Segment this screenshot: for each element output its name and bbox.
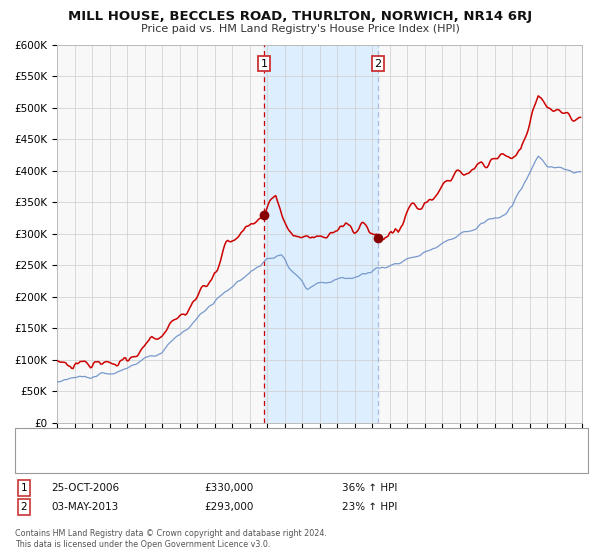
Text: HPI: Average price, detached house, South Norfolk: HPI: Average price, detached house, Sout… (60, 456, 307, 466)
Text: Price paid vs. HM Land Registry's House Price Index (HPI): Price paid vs. HM Land Registry's House … (140, 24, 460, 34)
Text: This data is licensed under the Open Government Licence v3.0.: This data is licensed under the Open Gov… (15, 540, 271, 549)
Text: 25-OCT-2006: 25-OCT-2006 (51, 483, 119, 493)
Text: 36% ↑ HPI: 36% ↑ HPI (342, 483, 397, 493)
Text: MILL HOUSE, BECCLES ROAD, THURLTON, NORWICH, NR14 6RJ: MILL HOUSE, BECCLES ROAD, THURLTON, NORW… (68, 10, 532, 23)
Text: MILL HOUSE, BECCLES ROAD, THURLTON, NORWICH, NR14 6RJ (detached house): MILL HOUSE, BECCLES ROAD, THURLTON, NORW… (60, 437, 456, 447)
Text: 23% ↑ HPI: 23% ↑ HPI (342, 502, 397, 512)
Text: 1: 1 (260, 59, 268, 69)
Text: 1: 1 (20, 483, 28, 493)
Text: £293,000: £293,000 (204, 502, 253, 512)
Bar (264, 45, 378, 423)
Text: 2: 2 (20, 502, 28, 512)
Text: £330,000: £330,000 (204, 483, 253, 493)
Text: 03-MAY-2013: 03-MAY-2013 (51, 502, 118, 512)
Text: Contains HM Land Registry data © Crown copyright and database right 2024.: Contains HM Land Registry data © Crown c… (15, 529, 327, 538)
Text: 2: 2 (374, 59, 382, 69)
